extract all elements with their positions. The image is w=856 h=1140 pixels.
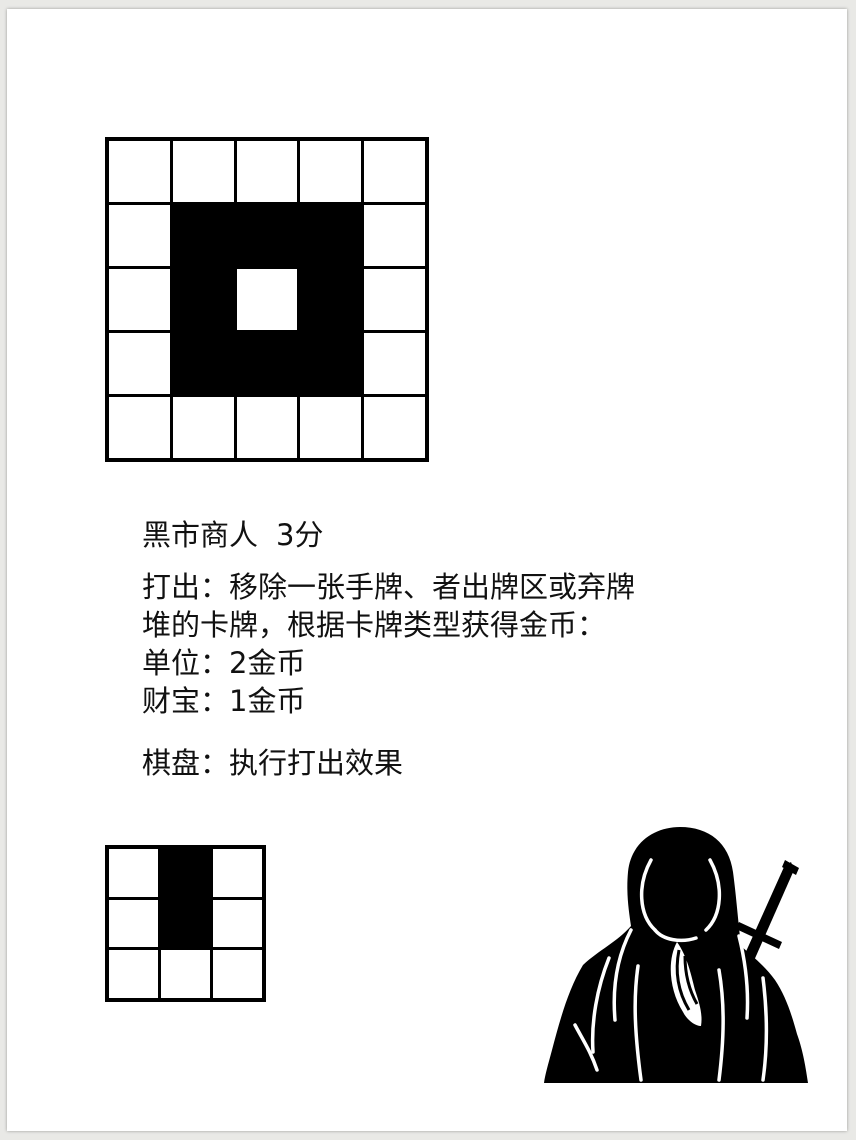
pattern-cell-2-4 (364, 269, 425, 330)
card-title: 黑市商人 3分 (142, 516, 635, 554)
pattern-cell-0-4 (364, 141, 425, 202)
pattern-cell-1-0 (109, 205, 170, 266)
pattern-cell-4-1 (172, 397, 234, 458)
pattern-cell-2-1 (172, 269, 234, 330)
pattern-cell-4-3 (300, 397, 362, 458)
reward-treasure: 财宝：1金币 (142, 684, 306, 718)
placement-cell-2-1 (161, 950, 210, 998)
pattern-cell-0-2 (236, 141, 298, 202)
pattern-cell-2-3 (300, 269, 362, 330)
board-effect: 棋盘：执行打出效果 (142, 746, 404, 780)
hooded-monk-with-cross-icon (544, 827, 808, 1083)
placement-cell-0-2 (213, 849, 262, 897)
placement-grid (105, 845, 266, 1002)
pattern-cell-2-0 (109, 269, 170, 330)
placement-cell-0-1 (161, 849, 210, 897)
pattern-cell-4-4 (364, 397, 425, 458)
pattern-cell-4-0 (109, 397, 170, 458)
placement-cell-2-0 (109, 950, 158, 998)
placement-cell-1-0 (109, 899, 158, 948)
game-card: 黑市商人 3分 打出：移除一张手牌、者出牌区或弃牌 堆的卡牌，根据卡牌类型获得金币… (7, 9, 847, 1131)
pattern-cell-0-0 (109, 141, 170, 202)
pattern-cell-3-4 (364, 333, 425, 394)
pattern-cell-3-0 (109, 333, 170, 394)
pattern-cell-2-2 (236, 269, 298, 330)
placement-cell-2-2 (213, 950, 262, 998)
reward-unit: 单位：2金币 (142, 646, 306, 680)
pattern-cell-0-1 (172, 141, 234, 202)
play-effect-line-1: 打出：移除一张手牌、者出牌区或弃牌 (142, 570, 636, 604)
pattern-cell-0-3 (300, 141, 362, 202)
pattern-cell-1-2 (236, 205, 298, 266)
pattern-cell-3-1 (172, 333, 234, 394)
card-score: 3分 (276, 518, 324, 552)
illustration (505, 790, 847, 1131)
pattern-grid (105, 137, 429, 462)
pattern-cell-4-2 (236, 397, 298, 458)
pattern-cell-1-3 (300, 205, 362, 266)
pattern-cell-3-3 (300, 333, 362, 394)
placement-cell-1-1 (161, 899, 210, 948)
card-text: 黑市商人 3分 打出：移除一张手牌、者出牌区或弃牌 堆的卡牌，根据卡牌类型获得金币… (142, 516, 635, 782)
placement-cell-1-2 (213, 899, 262, 948)
pattern-cell-1-1 (172, 205, 234, 266)
pattern-cell-1-4 (364, 205, 425, 266)
card-name: 黑市商人 (142, 518, 259, 552)
placement-cell-0-0 (109, 849, 158, 897)
play-effect-line-2: 堆的卡牌，根据卡牌类型获得金币： (142, 608, 607, 642)
pattern-cell-3-2 (236, 333, 298, 394)
